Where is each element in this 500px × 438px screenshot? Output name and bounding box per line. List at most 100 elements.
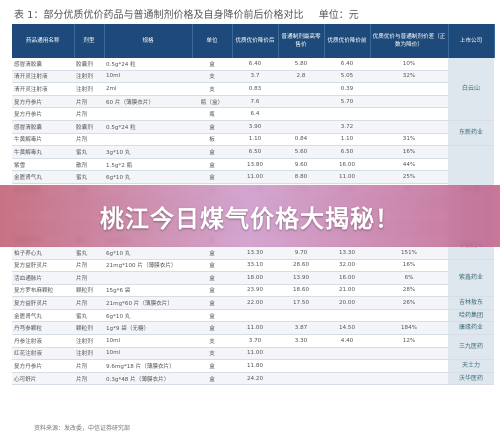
table-cell: 11.00 (324, 170, 370, 184)
table-cell: 片剂 (74, 133, 104, 147)
table-cell: 颗粒剂 (74, 284, 104, 298)
table-cell: 片剂 (74, 296, 104, 310)
table-cell (278, 372, 324, 386)
table-cell: 9.6mg*18 片（薄膜衣片） (104, 359, 192, 373)
table-row: 心可舒片 片剂 0.3g*48 片（薄膜衣片）盒 24.20 沃华医药 (12, 372, 494, 386)
table-cell: 14.50 (324, 321, 370, 336)
company-group-cell: 天士力 (448, 359, 494, 373)
table-cell: 盒 (192, 145, 232, 159)
table-cell: 11.80 (232, 359, 278, 373)
column-header: 上市公司 (448, 24, 495, 58)
table-cell: 清开灵注射液 (12, 82, 74, 96)
table-cell: 28.60 (278, 259, 324, 273)
table-cell: 5.60 (278, 145, 324, 159)
table-header-row: 药品通用名称 剂型 规格 单位 优质优价降价后 普通制剂最高零售价 优质优价降价前 优质优价与… (12, 24, 495, 58)
table-cell: 16% (370, 259, 448, 273)
table-cell: 感冒清胶囊 (12, 120, 74, 134)
table-cell: 心可舒片 (12, 372, 74, 386)
column-header: 单位 (192, 24, 233, 58)
table-cell: 复方罗布麻颗粒 (12, 284, 74, 298)
table-cell: 6.40 (324, 58, 370, 71)
table-cell: 紫雪 (12, 158, 74, 172)
table-cell (370, 372, 448, 386)
table-cell: 蜜丸 (74, 145, 104, 159)
table-cell: 1g*9 袋（无糖） (104, 321, 192, 336)
table-cell: 盒 (192, 321, 232, 336)
table-cell (370, 95, 448, 109)
table-cell: 22.00 (232, 296, 278, 310)
table-row: 清开灵注射液 注射剂 10ml 支 3.7 2.8 5.05 32% (12, 70, 494, 84)
table-cell: 活血通脉片 (12, 271, 74, 285)
table-cell: 4.40 (324, 334, 370, 348)
table-row: 丹芎参颗粒 颗粒剂 1g*9 袋（无糖）盒 11.00 3.87 14.50 184% 康缘药… (12, 321, 494, 336)
table-cell: 18.60 (278, 284, 324, 298)
table-cell: 7.6 (232, 95, 278, 109)
column-header: 剂型 (74, 24, 105, 58)
table-cell: 1.10 (232, 133, 278, 147)
table-cell: 柏子养心丸 (12, 246, 74, 260)
table-cell: 16.00 (324, 271, 370, 285)
table-cell (370, 309, 448, 323)
table-cell: 蜜丸 (74, 170, 104, 184)
table-cell: 6.4 (232, 107, 278, 121)
table-cell: 1.5g*2 瓶 (104, 158, 192, 172)
table-cell: 金匮肾气丸 (12, 309, 74, 323)
table-cell (324, 359, 370, 373)
column-header: 优质优价与普通制剂价差（正数为降价） (370, 24, 449, 58)
table-cell: 3g*10 丸 (104, 145, 192, 159)
table-row: 牛黄解毒片 片剂板 1.10 0.84 1.10 31% (12, 133, 494, 147)
table-cell: 6.50 (324, 145, 370, 159)
table-cell (278, 95, 324, 109)
table-cell: 6% (370, 271, 448, 285)
table-row: 复方罗布麻颗粒 颗粒剂 15g*6 袋盒 23.90 18.60 21.00 28% (12, 284, 494, 298)
table-cell: 清开灵注射液 (12, 70, 74, 84)
table-cell: 3.30 (278, 334, 324, 348)
table-cell: 复方丹参片 (12, 359, 74, 373)
company-group-cell: 白云山 (448, 58, 494, 121)
table-cell (324, 309, 370, 323)
table-row: 红花注射液 注射剂 10ml 支 11.00 (12, 347, 494, 361)
table-cell: 11.00 (232, 347, 278, 361)
table-cell: 0.5g*24 粒 (104, 120, 192, 134)
table-cell: 复方益肝灵片 (12, 296, 74, 310)
table-row: 金匮肾气丸 蜜丸 6g*10 丸盒 11.00 8.80 11.00 25% (12, 170, 494, 184)
table-cell: 盒 (192, 170, 232, 184)
table-cell: 33.10 (232, 259, 278, 273)
table-cell: 片剂 (74, 95, 104, 109)
table-cell: 13.90 (278, 271, 324, 285)
table-cell: 片剂 (74, 271, 104, 285)
table-cell: 牛黄解毒丸 (12, 145, 74, 159)
table-cell: 盒 (192, 284, 232, 298)
table-row: 感冒清胶囊 胶囊剂 0.5g*24 粒盒 3.90 3.72 东新药业 (12, 120, 494, 147)
table-cell: 片剂 (74, 359, 104, 373)
table-cell: 10ml (104, 347, 192, 361)
table-cell: 9.70 (278, 246, 324, 260)
table-cell: 支 (192, 70, 232, 84)
table-cell: 23.90 (232, 284, 278, 298)
table-cell: 24.20 (232, 372, 278, 386)
table-title: 表 1：部分优质优价药品与普通制剂价格及自身降价前后价格对比 (14, 10, 304, 21)
table-cell (370, 82, 448, 96)
table-cell (370, 359, 448, 373)
table-cell: 1.10 (324, 133, 370, 147)
table-cell: 11.00 (232, 321, 278, 336)
table-cell: 红花注射液 (12, 347, 74, 361)
table-cell: 5.05 (324, 70, 370, 84)
table-cell: 44% (370, 158, 448, 172)
table-cell: 盒 (192, 271, 232, 285)
table-cell: 支 (192, 347, 232, 361)
table-row: 复方丹参片 片剂 60 片（薄膜衣片） 瓶（盒） 7.6 5.70 (12, 95, 494, 109)
table-cell: 复方丹参片 (12, 107, 74, 121)
table-cell: 盒 (192, 309, 232, 323)
table-cell: 17.50 (278, 296, 324, 310)
table-cell: 16.00 (324, 158, 370, 172)
table-cell: 25% (370, 170, 448, 184)
table-cell: 32.00 (324, 259, 370, 273)
table-cell (324, 347, 370, 361)
headline-banner (0, 185, 500, 247)
unit-label: 单位：元 (318, 10, 359, 21)
table-cell: 151% (370, 246, 448, 260)
table-cell: 10% (370, 58, 448, 71)
table-row: 清开灵注射液 注射剂 2ml 支 0.83 0.39 (12, 82, 494, 96)
table-cell (370, 347, 448, 361)
